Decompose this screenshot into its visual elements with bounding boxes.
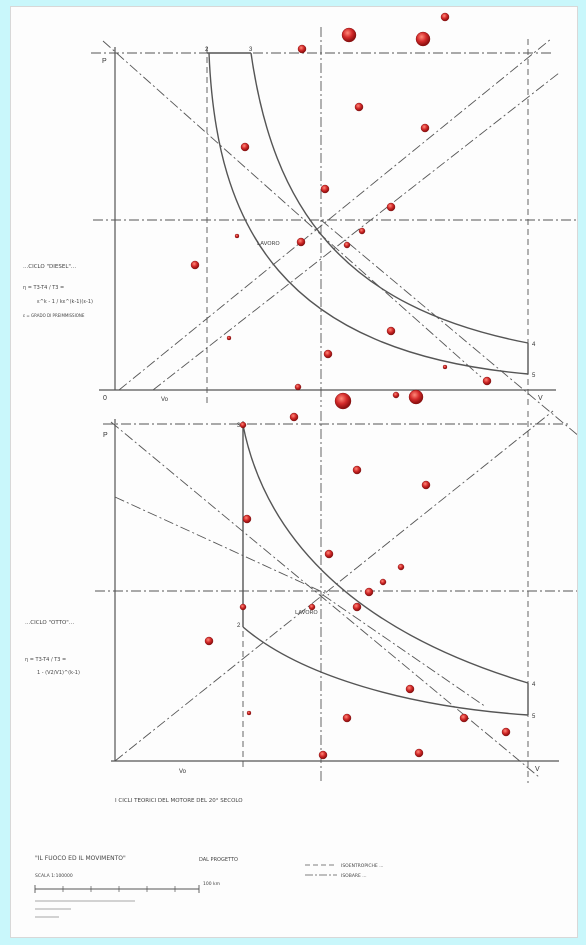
red-dot [352,602,362,612]
diesel-side-title: ...CICLO "DIESEL"... [23,264,76,270]
otto-diagram [95,410,577,783]
diesel-expansion-curve [250,52,529,344]
diesel-compression-curve [208,52,529,375]
red-dot [242,514,252,524]
red-dot [318,750,328,760]
otto-formula-1: η = T3-T4 / T3 = [25,657,66,663]
red-dot [308,603,316,611]
otto-formula-2: 1 - (V2/V1)^(k-1) [37,670,80,676]
red-dot [408,389,424,405]
red-dot [386,202,396,212]
diesel-axis-v-label: V [538,395,543,402]
red-dot [190,260,200,270]
otto-compression-curve [242,626,529,716]
otto-diagonal-1 [110,421,540,778]
diesel-formula-note: ε = GRADO DI PREIMMISSIONE [23,313,85,318]
footer-scale-text: SCALA 1:100000 [35,873,73,879]
red-dot [289,412,299,422]
red-dot [415,31,431,47]
otto-axis-v-label: V [535,766,540,773]
red-dot [501,727,511,737]
legend-label-2: ISOBARE ... [341,873,367,879]
legend-label-1: ISOENTROPICHE ... [341,863,383,869]
red-dot [297,44,307,54]
otto-point-5: 5 [532,714,536,720]
red-dot [392,391,400,399]
diesel-diagonal-1 [102,40,482,378]
red-dot [414,748,424,758]
footer-block: "IL FUOCO ED IL MOVIMENTO" DAL PROGETTO … [34,855,383,918]
diesel-point-4: 4 [532,342,536,348]
diesel-point-2: 2 [205,47,209,53]
red-dot [421,480,431,490]
scale-bar [34,885,200,893]
otto-work-label: LAVORO [295,610,318,616]
otto-axis-p-label: P [103,432,108,439]
red-dot [343,241,351,249]
otto-expansion-curve [242,424,529,684]
red-dot [239,421,247,429]
diesel-labels: P V 0 Vo 2 3 4 5 LAVORO ...CICLO "DIESEL… [23,47,543,403]
red-dot [226,335,232,341]
red-dot [204,636,214,646]
diesel-diagonal-2 [118,38,552,391]
diesel-work-label: LAVORO [257,241,280,247]
red-dot [296,237,306,247]
diesel-diagonal-3 [152,72,560,391]
red-dot [386,326,396,336]
red-dot [352,465,362,475]
red-dot [397,563,405,571]
diesel-point-3: 3 [249,47,253,53]
red-dot-markers [190,12,511,760]
red-dot [320,184,330,194]
otto-diagonal-3 [114,496,330,596]
drawing-sheet: P V 0 Vo 2 3 4 5 LAVORO ...CICLO "DIESEL… [10,6,578,938]
figure-caption: I CICLI TEORICI DEL MOTORE DEL 20° SECOL… [115,798,243,804]
red-dot [459,713,469,723]
red-dot [324,549,334,559]
footer-scribble-lines [35,900,135,918]
otto-diagonal-2 [114,410,554,762]
red-dot [442,364,448,370]
red-dot [240,142,250,152]
red-dot [294,383,302,391]
diesel-diagonal-4 [320,219,577,436]
diesel-axis-p-label: P [102,58,107,65]
diesel-formula-2: ε^k - 1 / kε^(k-1)(ε-1) [37,299,93,305]
otto-labels: P V Vo 2 3 4 5 LAVORO ...CICLO "OTTO"...… [25,423,540,775]
red-dot [354,102,364,112]
red-dot [323,349,333,359]
otto-side-title: ...CICLO "OTTO"... [25,620,74,626]
red-dot [342,713,352,723]
red-dot [334,392,352,410]
diesel-point-5: 5 [532,373,536,379]
otto-diagonal-4 [322,594,487,708]
diesel-formula-1: η = T3-T4 / T3 = [23,285,64,291]
diesel-vo-label: Vo [161,397,169,403]
red-dot [358,227,366,235]
red-dot [364,587,374,597]
otto-vo-label: Vo [179,769,187,775]
red-dot [234,233,240,239]
otto-point-2: 2 [237,623,241,629]
red-dot [379,578,387,586]
footer-title: "IL FUOCO ED IL MOVIMENTO" [35,855,126,862]
line-legend: ISOENTROPICHE ... ISOBARE ... [305,863,383,879]
red-dot [440,12,450,22]
red-dot [341,27,357,43]
red-dot [239,603,247,611]
red-dot [482,376,492,386]
red-dot [246,710,252,716]
red-dot [405,684,415,694]
scale-end-label: 100 km [203,881,220,887]
red-dot [420,123,430,133]
otto-point-3: 3 [237,423,241,429]
thermodynamic-cycles-drawing: P V 0 Vo 2 3 4 5 LAVORO ...CICLO "DIESEL… [23,12,577,918]
otto-point-4: 4 [532,682,536,688]
footer-subtitle: DAL PROGETTO [199,857,238,863]
diesel-diagram [91,27,577,436]
diesel-origin-label: 0 [103,395,107,402]
